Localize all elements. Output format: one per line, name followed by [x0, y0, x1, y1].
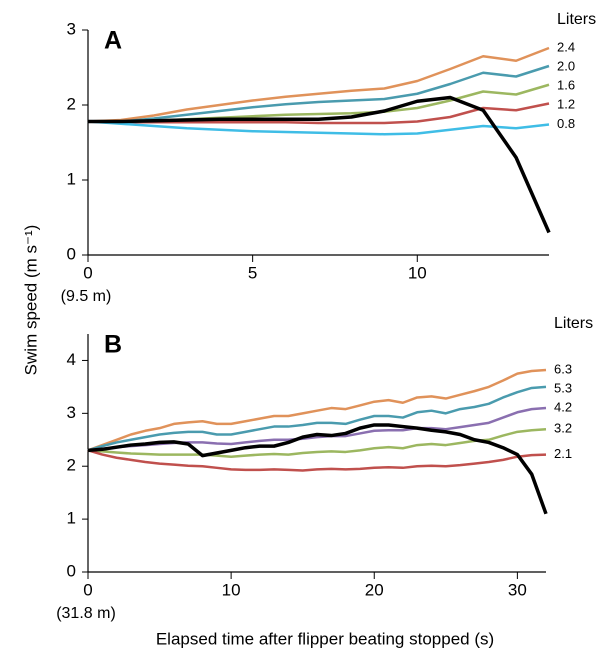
series-label: 2.1: [554, 446, 572, 461]
series-label: 5.3: [554, 380, 572, 395]
x-tick-label: 30: [508, 580, 527, 599]
series-line: [87, 368, 547, 452]
y-tick-label: 2: [67, 94, 76, 113]
series-label: 3.2: [554, 421, 572, 436]
y-axis-title: Swim speed (m s⁻¹): [21, 225, 40, 376]
series-label: 6.3: [554, 361, 572, 376]
y-tick-label: 0: [67, 561, 76, 580]
x-tick-label: 5: [248, 263, 257, 282]
y-tick-label: 0: [67, 244, 76, 263]
y-tick-label: 1: [67, 509, 76, 528]
legend-title: Liters: [557, 11, 596, 28]
series-label: 2.4: [557, 39, 575, 54]
x-origin-note: (9.5 m): [61, 288, 112, 305]
y-tick-label: 3: [67, 19, 76, 38]
legend-title: Liters: [554, 315, 593, 332]
series-line: [87, 385, 547, 452]
x-tick-label: 0: [83, 263, 92, 282]
series-label: 0.8: [557, 116, 575, 131]
x-tick-label: 10: [408, 263, 427, 282]
series-line: [88, 64, 550, 123]
y-tick-label: 1: [67, 169, 76, 188]
series-label: 1.2: [557, 96, 575, 111]
x-origin-note: (31.8 m): [56, 605, 116, 622]
series-line: [88, 95, 551, 234]
series-line: [87, 120, 550, 136]
x-tick-label: 0: [83, 580, 92, 599]
x-tick-label: 20: [365, 580, 384, 599]
y-tick-label: 4: [67, 350, 76, 369]
series-label: 1.6: [557, 77, 575, 92]
panel-label: B: [104, 331, 122, 359]
series-label: 4.2: [554, 399, 572, 414]
x-tick-label: 10: [222, 580, 241, 599]
series-label: 2.0: [557, 58, 575, 73]
series-line: [87, 449, 547, 472]
y-tick-label: 2: [67, 456, 76, 475]
x-axis-title: Elapsed time after flipper beating stopp…: [156, 629, 494, 648]
panel-label: A: [104, 27, 122, 55]
series-line: [87, 46, 550, 123]
series-line: [87, 427, 547, 458]
y-tick-label: 3: [67, 403, 76, 422]
series-line: [87, 423, 548, 515]
